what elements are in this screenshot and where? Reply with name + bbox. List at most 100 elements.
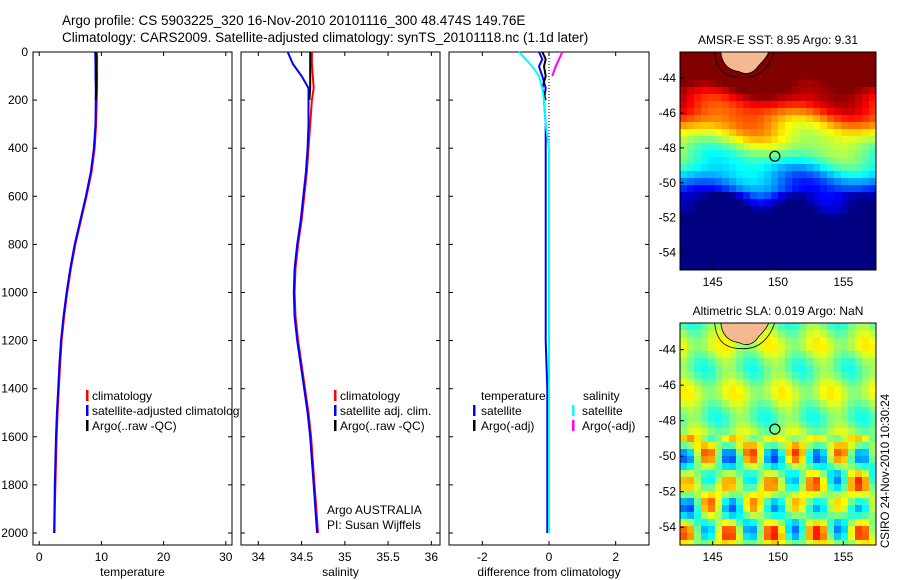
sst-map-cell xyxy=(799,122,807,130)
sla-map-cell xyxy=(848,470,856,478)
sst-map-cell xyxy=(855,255,863,263)
depth-tick-label: 800 xyxy=(8,237,28,251)
sst-map-cell xyxy=(722,101,730,109)
sst-map-cell xyxy=(813,66,821,74)
sst-map-cell xyxy=(715,241,723,249)
sla-map-cell xyxy=(757,456,765,464)
sst-map-cell xyxy=(813,213,821,221)
sla-map-cell xyxy=(869,330,877,338)
sst-map-cell xyxy=(701,171,709,179)
sla-map-cell xyxy=(757,386,765,394)
sst-map-cell xyxy=(813,94,821,102)
sst-map-cell xyxy=(848,220,856,228)
sla-map-cell xyxy=(792,337,800,345)
sla-map-cell xyxy=(771,442,779,450)
sla-map-cell xyxy=(834,526,842,534)
sst-map-cell xyxy=(827,178,835,186)
sla-map-cell xyxy=(806,456,814,464)
sst-map-cell xyxy=(764,164,772,172)
sla-map-cell xyxy=(869,519,877,527)
sla-map-cell xyxy=(799,337,807,345)
diff-legend-temperature-label: Argo(-adj) xyxy=(481,419,534,433)
sst-map-cell xyxy=(841,171,849,179)
sla-map-cell xyxy=(869,484,877,492)
sla-map-cell xyxy=(820,540,828,546)
sla-map-cell xyxy=(834,421,842,429)
sla-map-cell xyxy=(792,442,800,450)
sla-map-cell xyxy=(708,323,716,331)
salinity-profile-xtick-label: 35.5 xyxy=(376,550,400,564)
sla-map-cell xyxy=(701,323,709,331)
sla-map-cell xyxy=(792,358,800,366)
sst-map-cell xyxy=(841,143,849,151)
sst-map-cell xyxy=(799,59,807,67)
sst-map-cell xyxy=(862,227,870,235)
sla-map-cell xyxy=(764,330,772,338)
sla-map-cell xyxy=(855,526,863,534)
sst-map-cell xyxy=(743,171,751,179)
sst-map-cell xyxy=(757,255,765,263)
sla-map-ytick-label: -52 xyxy=(659,485,677,499)
sla-map-cell xyxy=(827,477,835,485)
sst-map-cell xyxy=(736,227,744,235)
sst-map-cell xyxy=(680,143,688,151)
sst-map-cell xyxy=(862,220,870,228)
sla-map-cell xyxy=(855,456,863,464)
sla-map-cell xyxy=(729,512,737,520)
sst-map-cell xyxy=(862,262,870,270)
sst-map-cell xyxy=(687,199,695,207)
sst-map-cell xyxy=(841,108,849,116)
sla-map-title: Altimetric SLA: 0.019 Argo: NaN xyxy=(693,304,864,318)
sst-map-cell xyxy=(820,101,828,109)
sla-map-cell xyxy=(680,386,688,394)
sst-map-cell xyxy=(687,213,695,221)
sst-map-cell xyxy=(820,59,828,67)
sst-map-cell xyxy=(848,94,856,102)
difference-profile-series-temperature-satellite xyxy=(537,51,549,533)
sla-map-cell xyxy=(729,435,737,443)
sst-map-cell xyxy=(799,129,807,137)
sla-map-cell xyxy=(848,533,856,541)
sla-map-cell xyxy=(771,407,779,415)
title-line-1: Argo profile: CS 5903225_320 16-Nov-2010… xyxy=(62,13,526,28)
sla-map-cell xyxy=(680,323,688,331)
sla-map-cell xyxy=(701,386,709,394)
sla-map-cell xyxy=(799,372,807,380)
sla-map-cell xyxy=(736,477,744,485)
sst-map-cell xyxy=(687,262,695,270)
sst-map-cell xyxy=(827,255,835,263)
sst-map-cell xyxy=(834,185,842,193)
sla-map-cell xyxy=(869,400,877,408)
sla-map-cell xyxy=(736,351,744,359)
sst-map-cell xyxy=(771,94,779,102)
sst-map-cell xyxy=(813,227,821,235)
sst-map-cell xyxy=(722,87,730,95)
sla-map-cell xyxy=(680,428,688,436)
sla-map-cell xyxy=(799,386,807,394)
sla-map-cell xyxy=(708,358,716,366)
sla-map-cell xyxy=(708,428,716,436)
sst-map-cell xyxy=(778,199,786,207)
sla-map-cell xyxy=(680,372,688,380)
sla-map-cell xyxy=(764,407,772,415)
sla-map-cell xyxy=(862,386,870,394)
sla-map-cell xyxy=(750,470,758,478)
sst-map-cell xyxy=(680,115,688,123)
sst-map-cell xyxy=(799,171,807,179)
sst-map-cell xyxy=(785,94,793,102)
sla-map-cell xyxy=(813,393,821,401)
sla-map-cell xyxy=(785,498,793,506)
sst-map-cell xyxy=(680,59,688,67)
sla-map-cell xyxy=(750,463,758,471)
sla-map-cell xyxy=(785,400,793,408)
sla-map-cell xyxy=(848,400,856,408)
sst-map-cell xyxy=(848,143,856,151)
sla-map-cell xyxy=(841,463,849,471)
sla-map-xtick-label: 150 xyxy=(768,550,788,564)
sst-map-cell xyxy=(680,129,688,137)
sst-map-cell xyxy=(736,150,744,158)
sla-map-cell xyxy=(862,442,870,450)
sst-map-cell xyxy=(827,157,835,165)
sst-map-cell xyxy=(750,227,758,235)
sst-map-cell xyxy=(694,66,702,74)
